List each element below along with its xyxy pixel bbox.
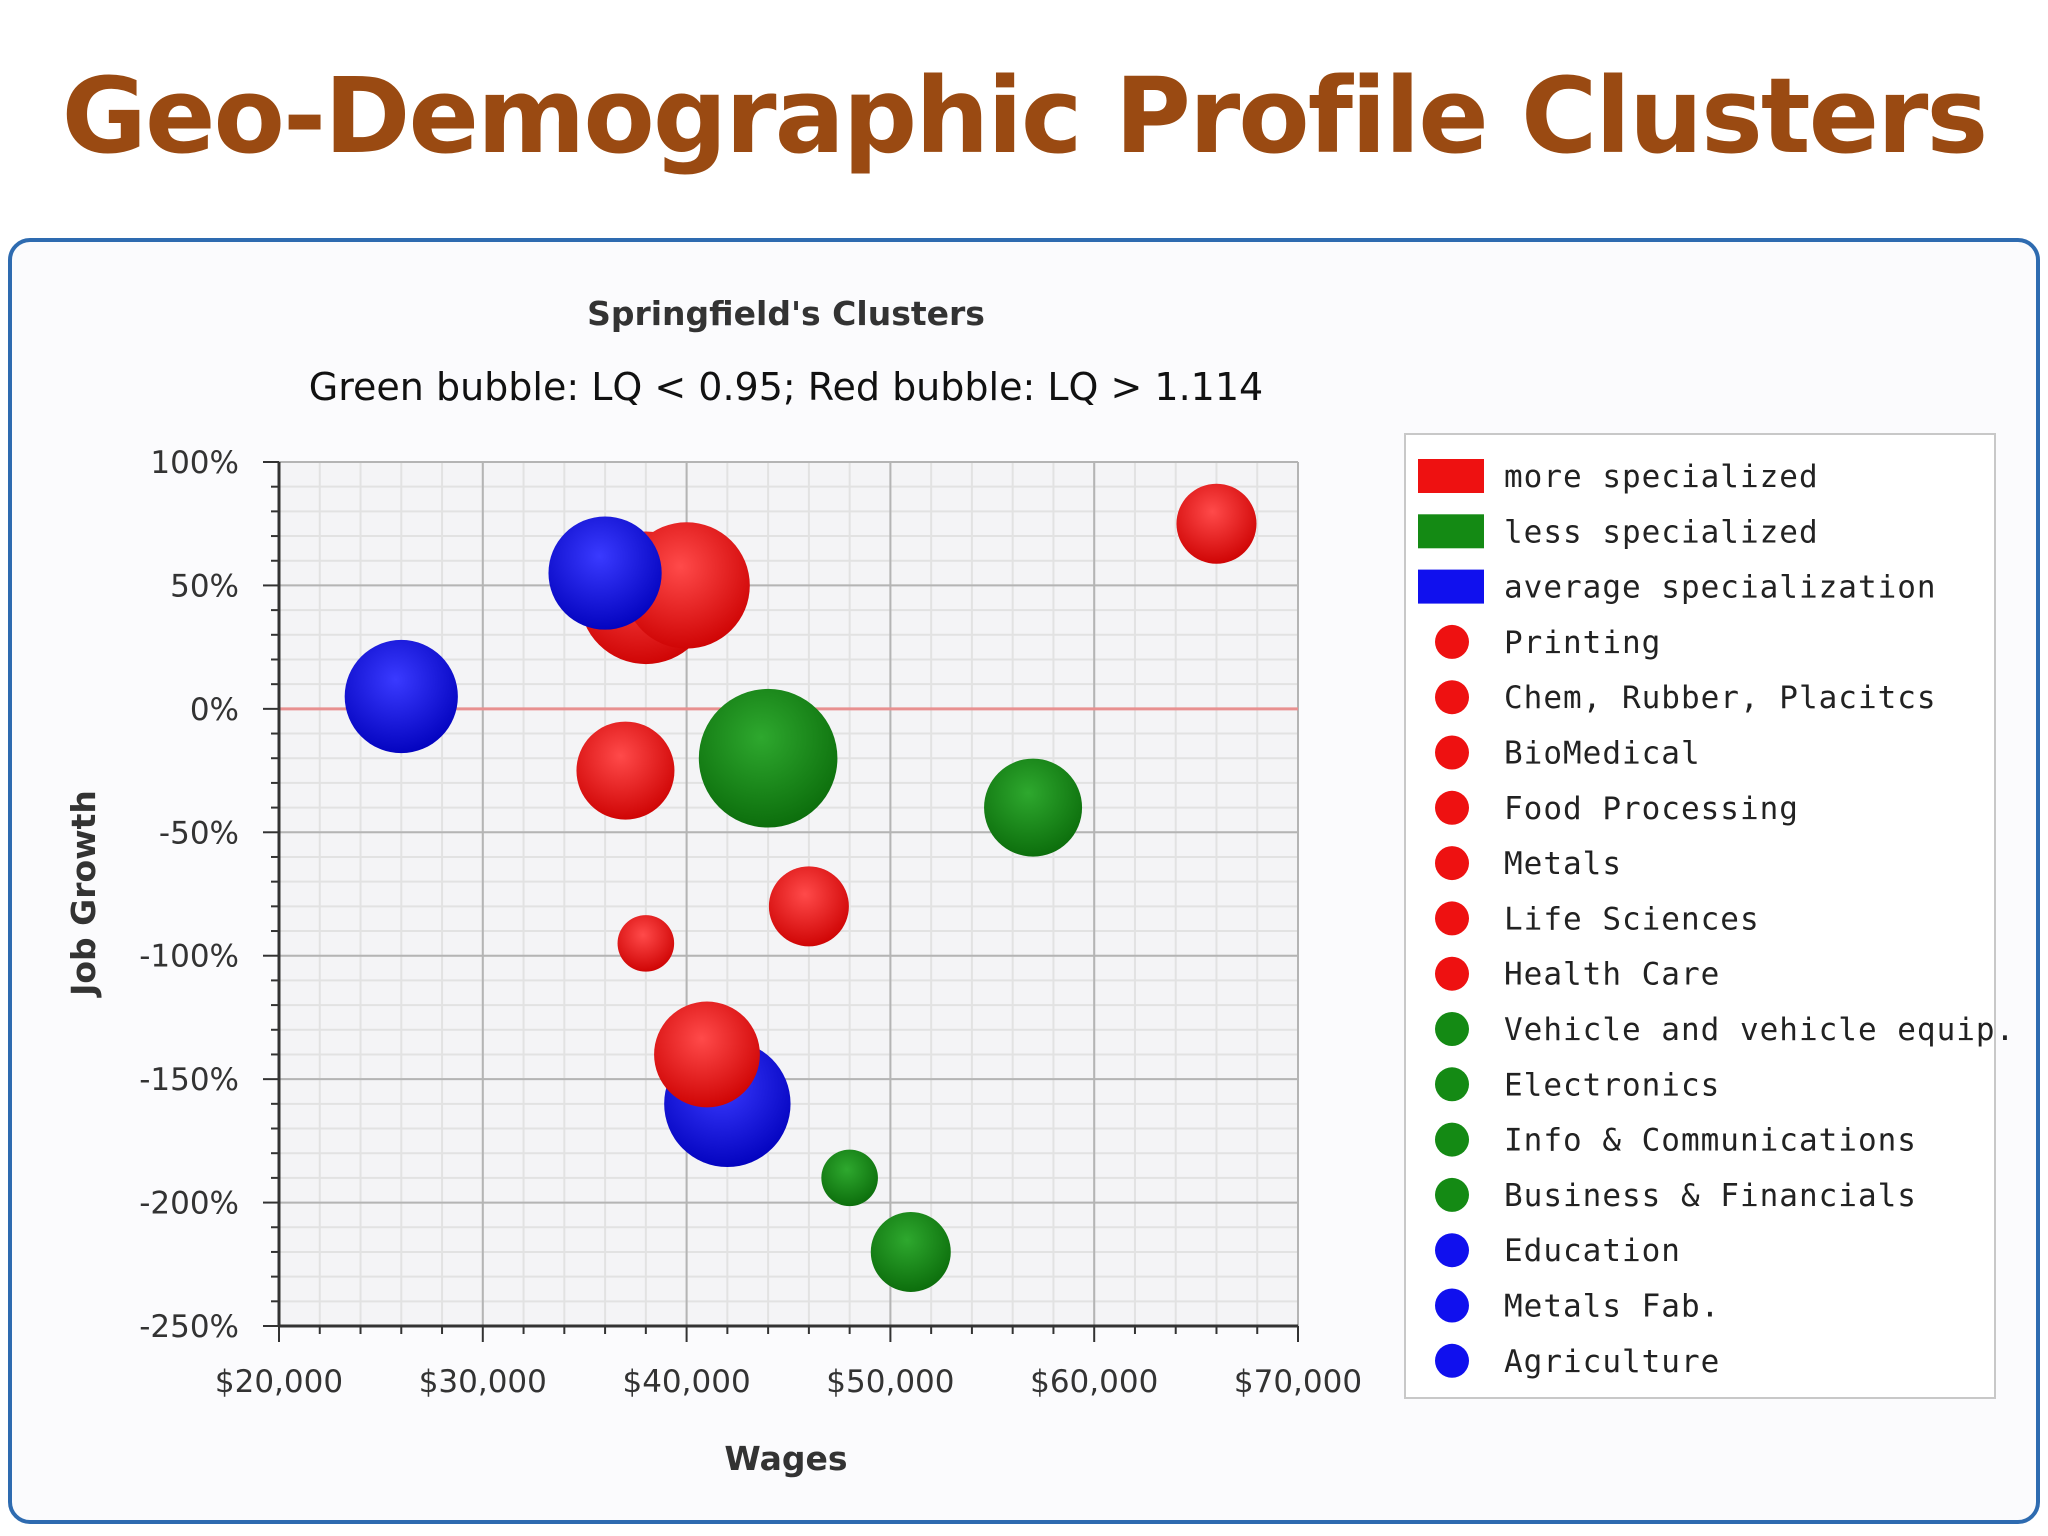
x-tick-label: $60,000 xyxy=(1030,1364,1158,1400)
axes: 100% 50% 0% -50% -100% -150% -200% -250% $20,000… xyxy=(139,445,1362,1400)
legend-series-label[interactable]: Info & Communications xyxy=(1504,1123,1917,1159)
legend-series-label[interactable]: Life Sciences xyxy=(1504,901,1760,937)
bubble-info-communications[interactable] xyxy=(821,1149,878,1207)
bubble-metals-fab[interactable] xyxy=(548,516,662,630)
x-tick-label: $70,000 xyxy=(1234,1364,1362,1400)
y-tick-label: -100% xyxy=(139,939,239,975)
y-tick-label: 0% xyxy=(190,692,239,728)
y-tick-label: 50% xyxy=(170,568,239,604)
legend-group-label: less specialized xyxy=(1504,514,1819,550)
legend-series-label[interactable]: Electronics xyxy=(1504,1067,1720,1103)
legend-series-label[interactable]: Metals xyxy=(1504,846,1622,882)
legend-marker xyxy=(1435,680,1469,715)
y-tick-label: -200% xyxy=(139,1186,239,1222)
legend-marker xyxy=(1435,901,1469,936)
legend-marker xyxy=(1435,1067,1469,1102)
legend-series-label[interactable]: Metals Fab. xyxy=(1504,1289,1720,1325)
legend-marker xyxy=(1435,1177,1469,1212)
legend-series-label[interactable]: Business & Financials xyxy=(1504,1178,1917,1214)
legend-series-label[interactable]: Chem, Rubber, Placitcs xyxy=(1504,680,1937,716)
y-tick-label: -250% xyxy=(139,1309,239,1345)
chart-subtitle: Green bubble: LQ < 0.95; Red bubble: LQ … xyxy=(309,365,1263,409)
legend-series-label[interactable]: Printing xyxy=(1504,625,1661,661)
legend-marker xyxy=(1435,1233,1469,1268)
bubbles xyxy=(344,483,1257,1292)
legend-swatch xyxy=(1418,569,1484,604)
legend-marker xyxy=(1435,1122,1469,1157)
legend-series-label[interactable]: Food Processing xyxy=(1504,791,1799,827)
chart-legend: more specialized less specialized average … xyxy=(1404,433,2015,1399)
y-tick-label: 100% xyxy=(150,445,239,481)
bubble-printing[interactable] xyxy=(1176,483,1257,564)
legend-series-label[interactable]: Education xyxy=(1504,1233,1681,1269)
slide-title: Geo-Demographic Profile Clusters xyxy=(61,55,1989,177)
bubble-life-sciences[interactable] xyxy=(617,915,675,972)
bubble-vehicle-and-vehicle-equip[interactable] xyxy=(698,688,838,828)
bubble-education[interactable] xyxy=(344,639,458,754)
legend-marker xyxy=(1435,1343,1469,1378)
legend-marker xyxy=(1435,956,1469,991)
legend-marker xyxy=(1435,1288,1469,1323)
legend-series-label[interactable]: Health Care xyxy=(1504,957,1720,993)
legend-marker xyxy=(1435,735,1469,770)
legend-marker xyxy=(1435,790,1469,825)
legend-swatch xyxy=(1418,459,1484,493)
legend-marker xyxy=(1435,1012,1469,1046)
bubble-food-processing[interactable] xyxy=(576,721,675,820)
x-tick-label: $50,000 xyxy=(826,1364,954,1400)
chart-title: Springfield's Clusters xyxy=(587,294,985,333)
bubble-health-care[interactable] xyxy=(654,1001,760,1108)
y-axis-label: Job Growth xyxy=(64,790,103,998)
legend-group-label: more specialized xyxy=(1504,459,1819,495)
x-axis-label: Wages xyxy=(724,1439,847,1478)
legend-series-label[interactable]: BioMedical xyxy=(1504,736,1701,772)
legend-group-label: average specialization xyxy=(1504,570,1937,606)
y-tick-label: -50% xyxy=(159,815,239,851)
bubble-business-financials[interactable] xyxy=(870,1211,951,1292)
bubble-electronics[interactable] xyxy=(984,758,1083,857)
bubble-metals[interactable] xyxy=(768,866,849,947)
legend-marker xyxy=(1435,624,1469,659)
legend-marker xyxy=(1435,846,1469,881)
x-tick-label: $20,000 xyxy=(215,1364,343,1400)
y-tick-label: -150% xyxy=(139,1062,239,1098)
legend-box xyxy=(1404,433,1996,1399)
legend-series-label[interactable]: Agriculture xyxy=(1504,1344,1720,1380)
x-tick-label: $40,000 xyxy=(622,1364,750,1400)
legend-series-label[interactable]: Vehicle and vehicle equip. xyxy=(1504,1012,2015,1048)
x-tick-label: $30,000 xyxy=(419,1364,547,1400)
legend-swatch xyxy=(1418,514,1484,549)
